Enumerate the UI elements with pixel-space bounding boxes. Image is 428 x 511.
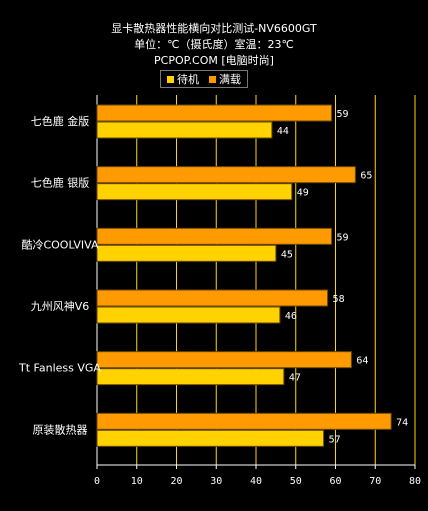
legend-swatch-load <box>209 75 216 83</box>
data-label-load-3: 58 <box>333 294 345 305</box>
x-tick-label-20: 20 <box>170 476 182 487</box>
data-label-load-0: 59 <box>337 109 349 120</box>
bar-idle-2 <box>96 244 277 262</box>
legend-label-idle: 待机 <box>177 73 199 86</box>
data-label-idle-2: 45 <box>281 249 293 260</box>
chart-title: 显卡散热器性能横向对比测试-NV6600GT <box>111 22 317 35</box>
data-label-load-4: 64 <box>356 356 368 367</box>
bar-load-3 <box>96 289 329 307</box>
data-label-idle-0: 44 <box>277 126 289 137</box>
bar-load-0 <box>96 104 333 122</box>
category-label-4: Tt Fanless VGA <box>18 362 101 375</box>
category-label-1: 七色鹿 银版 <box>31 176 90 190</box>
bar-load-1 <box>96 166 356 184</box>
legend-item-idle: 待机 <box>167 71 199 87</box>
bar-idle-0 <box>96 121 273 139</box>
x-tick-label-80: 80 <box>409 476 421 487</box>
x-tick-label-50: 50 <box>290 476 302 487</box>
chart-subtitle-units: 单位：℃（摄氏度）室温：23℃ <box>134 38 294 51</box>
data-label-idle-4: 47 <box>289 373 301 384</box>
data-label-load-2: 59 <box>337 232 349 243</box>
legend: 待机 满载 <box>160 70 248 88</box>
chart-subtitle-source: PCPOP.COM [电脑时尚] <box>154 54 274 67</box>
x-tick-label-0: 0 <box>94 476 100 487</box>
data-label-load-5: 74 <box>396 417 408 428</box>
data-label-idle-5: 57 <box>329 434 341 445</box>
x-tick-label-60: 60 <box>329 476 341 487</box>
bar-load-5 <box>96 412 392 430</box>
category-label-3: 九州风神V6 <box>31 299 90 313</box>
legend-label-load: 满载 <box>219 73 241 86</box>
x-tick-label-30: 30 <box>210 476 222 487</box>
x-tick-label-40: 40 <box>250 476 262 487</box>
category-label-5: 原装散热器 <box>33 422 88 436</box>
data-label-load-1: 65 <box>360 171 372 182</box>
bar-load-4 <box>96 351 352 369</box>
category-label-2: 酷冷COOLVIVA <box>21 238 99 251</box>
category-label-0: 七色鹿 金版 <box>31 114 90 128</box>
legend-item-load: 满载 <box>209 71 241 87</box>
bar-idle-5 <box>96 429 325 447</box>
bar-load-2 <box>96 227 333 245</box>
bar-idle-4 <box>96 368 285 386</box>
data-label-idle-3: 46 <box>285 311 297 322</box>
bar-idle-1 <box>96 183 293 201</box>
x-tick-label-10: 10 <box>131 476 143 487</box>
legend-swatch-idle <box>167 75 174 83</box>
bar-idle-3 <box>96 306 281 324</box>
data-label-idle-1: 49 <box>297 188 309 199</box>
x-tick-label-70: 70 <box>369 476 381 487</box>
